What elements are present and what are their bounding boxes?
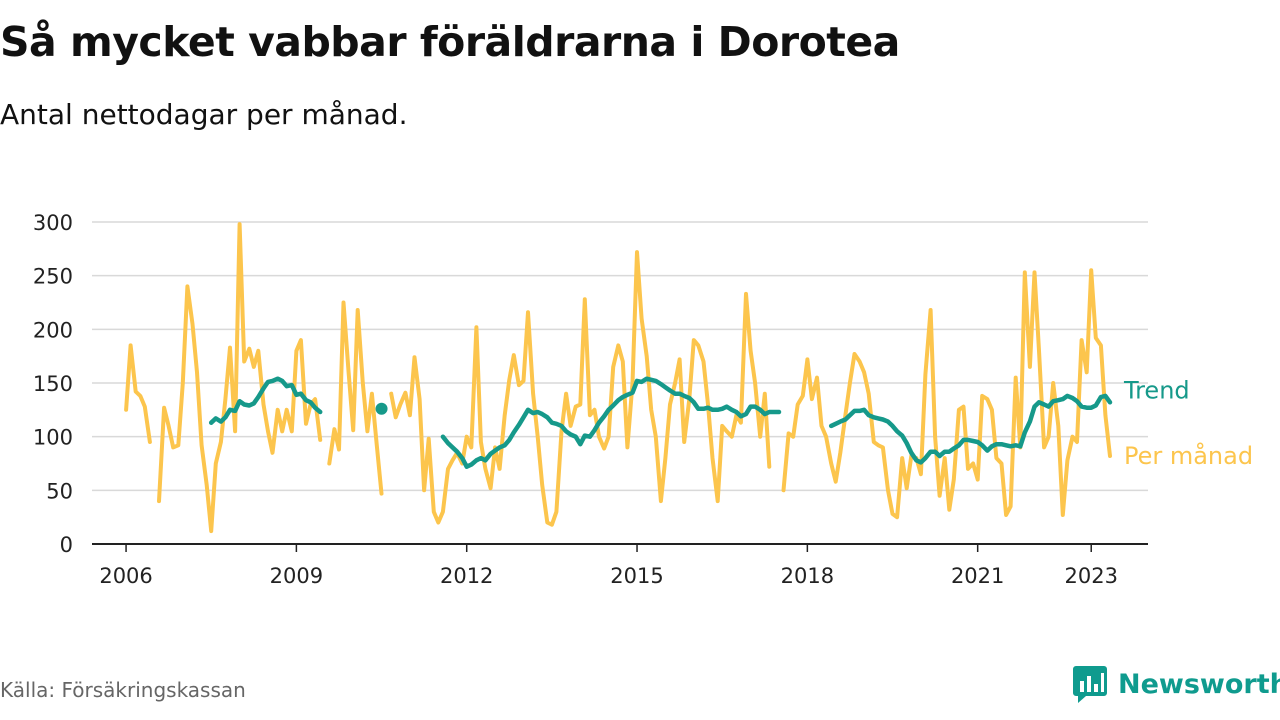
x-tick-label: 2006 [99,564,152,588]
monthly-line-segment [157,222,323,534]
trend-line-segment [208,376,323,425]
x-tick-label: 2015 [610,564,663,588]
brand-name: Newsworthy [1118,668,1280,700]
y-tick-label: 0 [60,533,73,557]
y-tick-label: 250 [33,265,73,289]
monthly-line-segment [327,300,384,496]
x-tick-label: 2018 [781,564,834,588]
x-tick-label: 2021 [951,564,1004,588]
x-tick-label: 2009 [270,564,323,588]
monthly-line-segment [389,250,772,527]
trend-line-segment [440,376,782,469]
x-tick-label: 2012 [440,564,493,588]
monthly-line-segment [781,268,1112,520]
trend-series-label: Trend [1123,376,1190,404]
monthly-series-label: Per månad [1124,441,1253,470]
chart-title: Så mycket vabbar föräldrarna i Dorotea [0,18,900,66]
y-tick-label: 150 [33,372,73,396]
y-tick-label: 100 [33,426,73,450]
y-tick-label: 300 [33,211,73,235]
y-tick-label: 200 [33,318,73,342]
x-tick-label: 2023 [1064,564,1117,588]
brand-logo[interactable]: Newsworthy [1072,664,1280,704]
source-note: Källa: Försäkringskassan [0,678,246,702]
chart-subtitle: Antal nettodagar per månad. [0,98,408,131]
monthly-line-segment [124,343,152,444]
bar-chart-speech-icon [1073,666,1107,703]
trend-line-segment [828,393,1113,465]
trend-point [375,402,388,415]
y-tick-label: 50 [46,479,73,503]
